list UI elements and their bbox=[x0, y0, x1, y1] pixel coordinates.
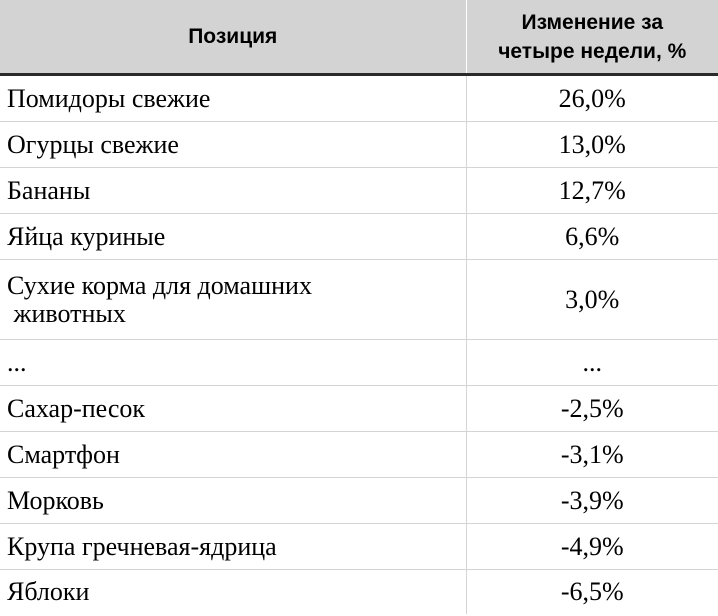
position-name: Крупа гречневая-ядрица bbox=[7, 531, 277, 561]
position-cell: Сахар-песок bbox=[0, 385, 467, 432]
position-cell: Яйца куриные bbox=[0, 213, 467, 260]
position-name: Огурцы свежие bbox=[7, 129, 179, 159]
column-header-position-label: Позиция bbox=[188, 25, 278, 48]
table-row-ellipsis: ... ... bbox=[0, 339, 718, 386]
position-cell: Сухие корма для домашних животных bbox=[0, 259, 467, 340]
change-cell: 12,7% bbox=[466, 167, 718, 214]
column-header-position: Позиция bbox=[0, 0, 467, 76]
position-cell: Огурцы свежие bbox=[0, 121, 467, 168]
header-row: Позиция Изменение за четыре недели, % bbox=[0, 0, 718, 76]
change-cell: ... bbox=[466, 339, 718, 386]
change-cell: 26,0% bbox=[466, 74, 718, 122]
table-row: Морковь -3,9% bbox=[0, 477, 718, 524]
change-cell: 13,0% bbox=[466, 121, 718, 168]
position-cell: Крупа гречневая-ядрица bbox=[0, 523, 467, 570]
column-header-change-line1: Изменение за bbox=[521, 10, 664, 34]
position-name: Смартфон bbox=[7, 439, 120, 469]
position-name: Помидоры свежие bbox=[7, 83, 211, 113]
position-name: Морковь bbox=[7, 485, 104, 515]
position-cell: Помидоры свежие bbox=[0, 74, 467, 122]
position-name-line2: животных bbox=[7, 298, 126, 328]
change-cell: -2,5% bbox=[466, 385, 718, 432]
table-header: Позиция Изменение за четыре недели, % bbox=[0, 0, 718, 76]
table-row: Яблоки -6,5% bbox=[0, 569, 718, 614]
table-row: Бананы 12,7% bbox=[0, 167, 718, 214]
position-cell: Яблоки bbox=[0, 569, 467, 614]
position-name-line1: Сухие корма для домашних bbox=[7, 270, 312, 300]
column-header-change: Изменение за четыре недели, % bbox=[466, 0, 718, 76]
position-name: Яйца куриные bbox=[7, 221, 166, 251]
position-name: Бананы bbox=[7, 175, 91, 205]
change-cell: -6,5% bbox=[560, 577, 624, 606]
change-cell: 6,6% bbox=[466, 213, 718, 260]
table-row: Помидоры свежие 26,0% bbox=[0, 74, 718, 122]
column-header-change-line2: четыре недели, % bbox=[498, 39, 687, 63]
table-row: Сухие корма для домашних животных 3,0% bbox=[0, 259, 718, 340]
table-row: Сахар-песок -2,5% bbox=[0, 385, 718, 432]
table-row: Яйца куриные 6,6% bbox=[0, 213, 718, 260]
table-row: Смартфон -3,1% bbox=[0, 431, 718, 478]
position-cell: Бананы bbox=[0, 167, 467, 214]
change-cell: -3,9% bbox=[466, 477, 718, 524]
table-row: Огурцы свежие 13,0% bbox=[0, 121, 718, 168]
position-name: Яблоки bbox=[7, 577, 90, 606]
position-cell: ... bbox=[0, 339, 467, 386]
table-row: Крупа гречневая-ядрица -4,9% bbox=[0, 523, 718, 570]
position-cell: Морковь bbox=[0, 477, 467, 524]
position-name: ... bbox=[7, 347, 27, 377]
change-cell: 3,0% bbox=[466, 259, 718, 340]
change-cell: -4,9% bbox=[466, 523, 718, 570]
position-name: Сахар-песок bbox=[7, 393, 146, 423]
position-cell: Смартфон bbox=[0, 431, 467, 478]
change-cell: -3,1% bbox=[466, 431, 718, 478]
